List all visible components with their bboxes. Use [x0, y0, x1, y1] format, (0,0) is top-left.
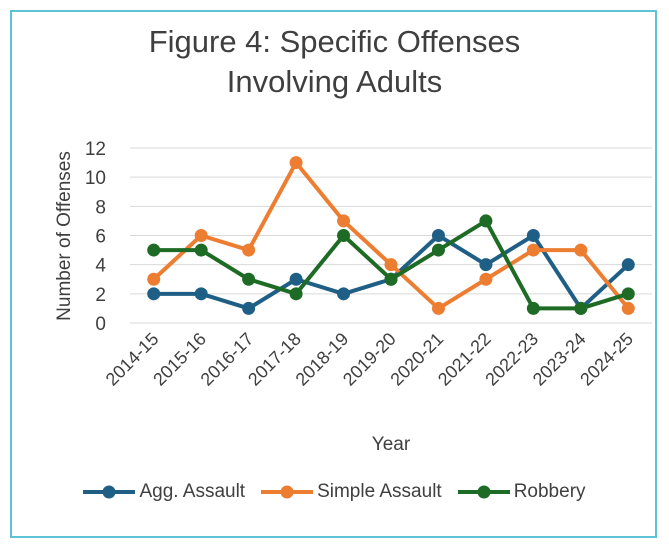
y-tick-label: 4	[95, 256, 106, 277]
data-point-robbery	[431, 243, 445, 257]
data-point-robbery	[242, 272, 256, 286]
data-point-robbery	[289, 287, 303, 301]
data-point-simple-assault	[574, 243, 588, 257]
data-point-agg-assault	[621, 258, 635, 272]
data-point-agg-assault	[289, 272, 303, 286]
data-point-simple-assault	[242, 243, 256, 257]
y-tick-label: 0	[95, 314, 106, 335]
legend-swatch	[83, 485, 136, 499]
data-point-simple-assault	[147, 272, 161, 286]
legend-item-simple-assault: Simple Assault	[261, 481, 442, 503]
data-point-agg-assault	[479, 258, 493, 272]
legend-item-robbery: Robbery	[457, 481, 586, 503]
x-tick-label: 2024-25	[576, 329, 637, 390]
data-point-robbery	[479, 214, 493, 228]
series-line-agg-assault	[153, 233, 630, 311]
data-point-agg-assault	[337, 287, 351, 301]
data-point-simple-assault	[289, 156, 303, 170]
x-tick-labels: 2014-152015-162016-172017-182018-192019-…	[102, 329, 637, 390]
data-point-simple-assault	[526, 243, 540, 257]
x-axis-label: Year	[372, 434, 411, 455]
data-point-simple-assault	[384, 258, 398, 272]
y-tick-label: 8	[95, 197, 106, 218]
chart-title-line-2: Involving Adults	[226, 64, 443, 99]
data-point-agg-assault	[242, 301, 256, 315]
y-tick-label: 6	[95, 227, 106, 248]
data-point-robbery	[147, 243, 161, 257]
chart-title-line-1: Figure 4: Specific Offenses	[148, 24, 521, 59]
chart-title: Figure 4: Specific Offenses Involving Ad…	[0, 22, 669, 102]
data-point-agg-assault	[526, 229, 540, 242]
y-tick-labels: 0 2 4 6 8 10 12	[85, 139, 107, 335]
data-point-simple-assault	[194, 229, 208, 242]
y-tick-label: 12	[85, 139, 106, 160]
data-point-agg-assault	[147, 287, 161, 301]
y-axis-label: Number of Offenses	[54, 151, 75, 321]
data-point-robbery	[384, 272, 398, 286]
data-point-simple-assault	[337, 214, 351, 228]
data-point-simple-assault	[621, 301, 635, 315]
series-lines	[147, 156, 635, 315]
data-point-agg-assault	[431, 229, 445, 242]
chart-frame	[10, 10, 657, 538]
data-point-robbery	[337, 229, 351, 242]
legend-swatch	[261, 485, 314, 499]
legend-swatch	[457, 485, 510, 499]
data-point-simple-assault	[431, 301, 445, 315]
data-point-simple-assault	[479, 272, 493, 286]
y-tick-label: 10	[85, 168, 106, 189]
data-point-robbery	[621, 287, 635, 301]
legend: Agg. Assault Simple Assault Robbery	[0, 477, 669, 507]
data-point-robbery	[194, 243, 208, 257]
legend-label: Simple Assault	[317, 481, 442, 502]
data-point-agg-assault	[194, 287, 208, 301]
legend-label: Agg. Assault	[139, 481, 246, 502]
data-point-robbery	[526, 301, 540, 315]
y-tick-label: 2	[95, 285, 106, 306]
legend-label: Robbery	[513, 481, 586, 502]
legend-item-agg-assault: Agg. Assault	[83, 481, 245, 503]
data-point-robbery	[574, 301, 588, 315]
